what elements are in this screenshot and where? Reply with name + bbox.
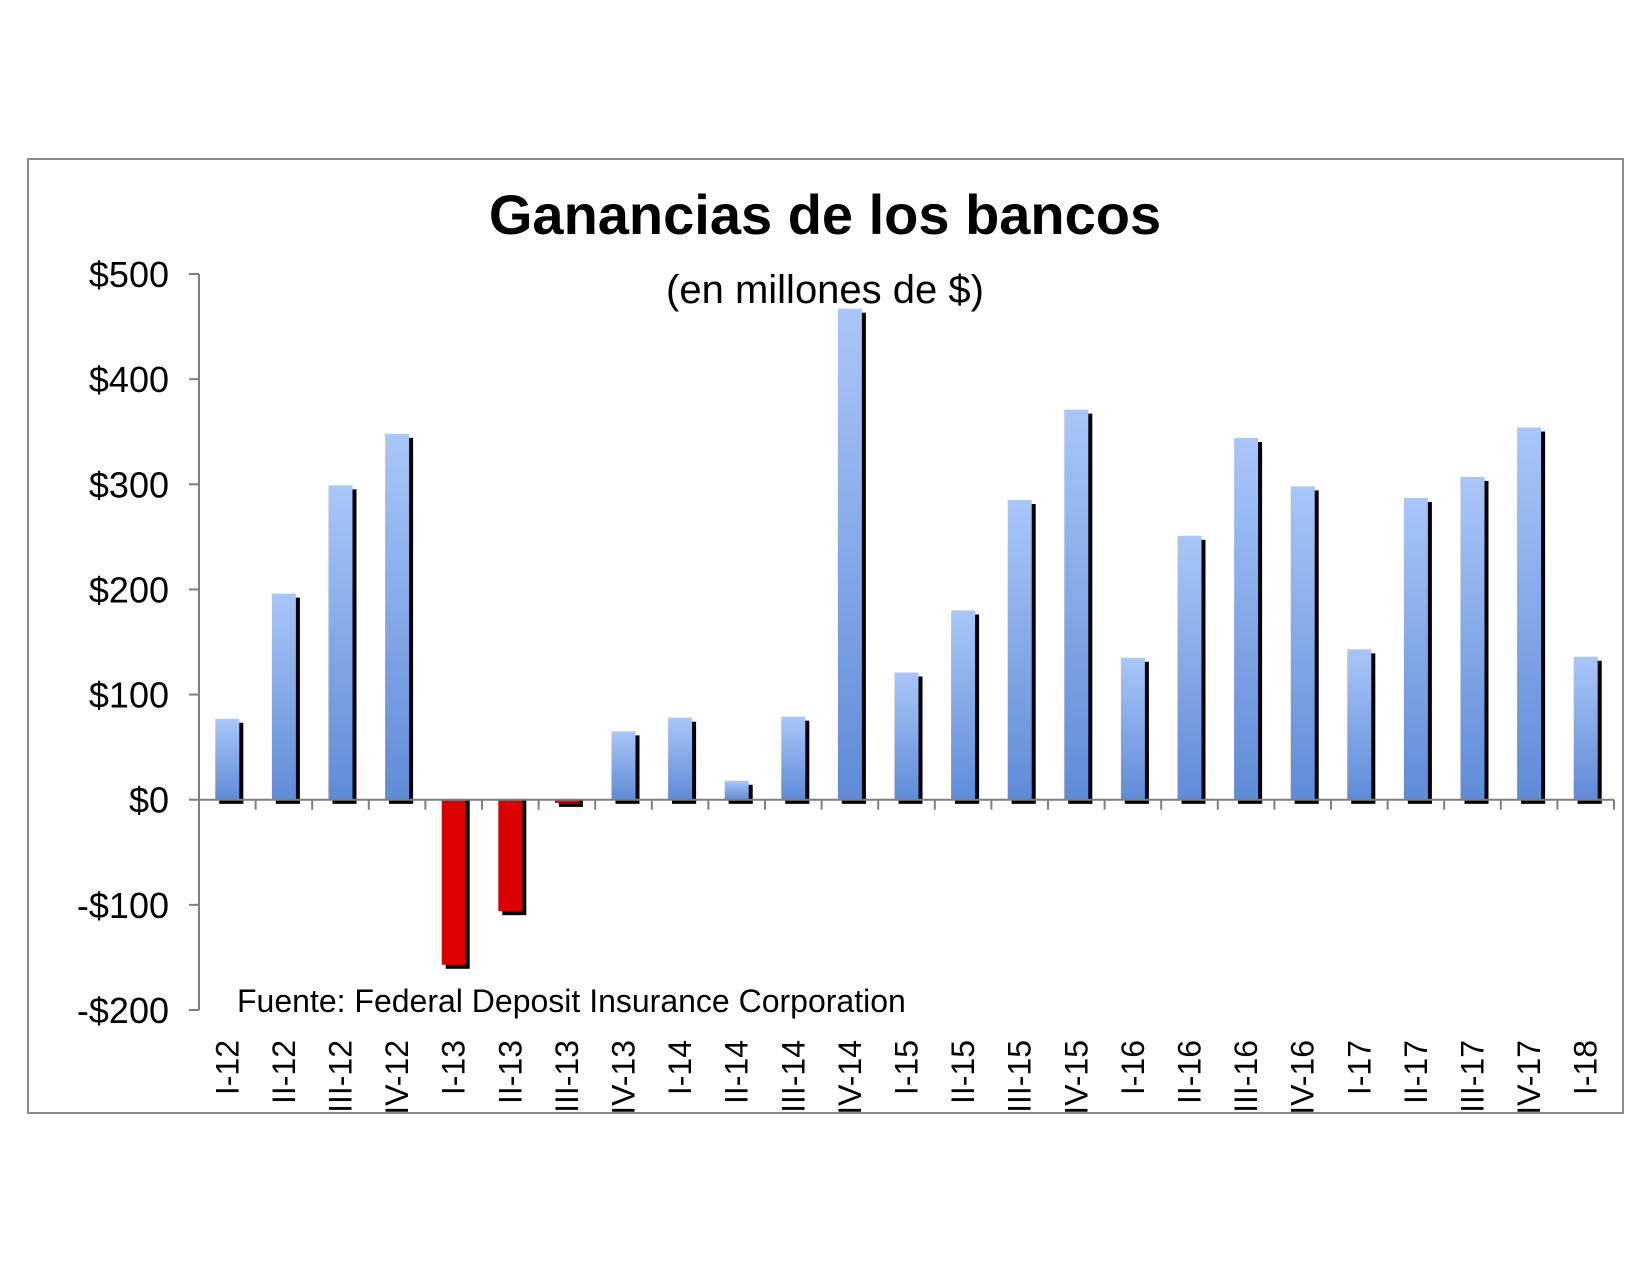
- bar: [1347, 649, 1372, 800]
- y-tick-label: $200: [89, 569, 169, 610]
- bar: [1517, 427, 1542, 800]
- x-tick-label: III-12: [323, 1040, 359, 1113]
- x-tick-label: II-13: [492, 1040, 528, 1104]
- bar-base-shadow: [785, 799, 810, 804]
- bar: [1573, 656, 1598, 800]
- source-note: Fuente: Federal Deposit Insurance Corpor…: [237, 983, 906, 1019]
- x-tick-label: III-16: [1228, 1040, 1264, 1113]
- x-tick-label: I-16: [1115, 1040, 1151, 1095]
- bar: [328, 485, 353, 800]
- bar-base-shadow: [1464, 799, 1489, 804]
- bar: [441, 799, 466, 965]
- bar: [837, 308, 862, 800]
- chart-title: Ganancias de los bancos: [488, 183, 1162, 246]
- x-tick-label: II-12: [266, 1040, 302, 1104]
- bar-base-shadow: [1577, 799, 1602, 804]
- bar-base-shadow: [898, 799, 923, 804]
- bar: [668, 717, 693, 800]
- bar: [1177, 535, 1202, 800]
- y-tick-label: -$100: [77, 885, 169, 926]
- bar: [1290, 486, 1315, 800]
- bar: [1007, 500, 1032, 800]
- x-tick-label: III-13: [549, 1040, 585, 1113]
- bar: [215, 718, 240, 800]
- y-tick-label: $300: [89, 464, 169, 505]
- bar-base-shadow: [841, 799, 866, 804]
- bar: [498, 799, 523, 912]
- bar: [781, 716, 806, 800]
- y-tick-label: $400: [89, 359, 169, 400]
- bars-group: [215, 308, 1602, 969]
- bar-base-shadow: [1068, 799, 1093, 804]
- axes-group: $500 $400 $300 $200 $100 $0 -$100 -$200 I-12 II-1…: [77, 254, 1615, 1115]
- bar-base-shadow: [389, 799, 414, 804]
- bar-base-shadow: [615, 799, 640, 804]
- bar-base-shadow: [1351, 799, 1376, 804]
- bar: [1403, 497, 1428, 800]
- bar: [554, 799, 579, 803]
- bar-shadow: [558, 803, 583, 807]
- bar-base-shadow: [1011, 799, 1036, 804]
- x-tick-label: I-14: [662, 1040, 698, 1095]
- x-tick-label: I-18: [1568, 1040, 1604, 1095]
- y-tick-label: -$200: [77, 990, 169, 1031]
- bar: [1120, 657, 1145, 800]
- bar: [1234, 438, 1259, 800]
- bar-base-shadow: [1521, 799, 1546, 804]
- bar: [611, 731, 636, 800]
- bar-base-shadow: [1181, 799, 1206, 804]
- chart-frame: [27, 158, 1624, 1114]
- x-tick-label: I-17: [1341, 1040, 1377, 1095]
- bar-base-shadow: [219, 799, 244, 804]
- bar-base-shadow: [275, 799, 300, 804]
- y-tick-label: $0: [129, 780, 169, 821]
- x-tick-label: IV-15: [1058, 1040, 1094, 1115]
- bar-base-shadow: [1238, 799, 1263, 804]
- bar: [951, 610, 976, 800]
- x-tick-label: IV-17: [1511, 1040, 1547, 1115]
- x-tick-label: IV-12: [379, 1040, 415, 1115]
- x-tick-label: I-12: [209, 1040, 245, 1095]
- x-tick-label: III-15: [1002, 1040, 1038, 1113]
- x-tick-label: II-16: [1172, 1040, 1208, 1104]
- bar-base-shadow: [1407, 799, 1432, 804]
- x-tick-label: I-13: [436, 1040, 472, 1095]
- chart-subtitle: (en millones de $): [666, 268, 984, 312]
- y-tick-label: $500: [89, 254, 169, 295]
- bar: [385, 433, 410, 800]
- x-tick-label: IV-16: [1285, 1040, 1321, 1115]
- bar: [894, 672, 919, 800]
- x-tick-label: I-15: [889, 1040, 925, 1095]
- bar: [1064, 409, 1089, 800]
- bar-base-shadow: [728, 799, 753, 804]
- y-tick-label: $100: [89, 675, 169, 716]
- bar-base-shadow: [672, 799, 697, 804]
- bar: [724, 780, 749, 800]
- bar: [1460, 476, 1485, 800]
- x-tick-label: IV-13: [606, 1040, 642, 1115]
- x-tick-label: III-17: [1455, 1040, 1491, 1113]
- x-tick-label: II-15: [945, 1040, 981, 1104]
- bar-base-shadow: [955, 799, 980, 804]
- bar-base-shadow: [1294, 799, 1319, 804]
- x-tick-label: III-14: [775, 1040, 811, 1113]
- x-tick-label: II-14: [719, 1040, 755, 1104]
- bar-base-shadow: [1124, 799, 1149, 804]
- bar-base-shadow: [332, 799, 357, 804]
- x-tick-label: IV-14: [832, 1040, 868, 1115]
- bar: [271, 593, 296, 800]
- x-tick-label: II-17: [1398, 1040, 1434, 1104]
